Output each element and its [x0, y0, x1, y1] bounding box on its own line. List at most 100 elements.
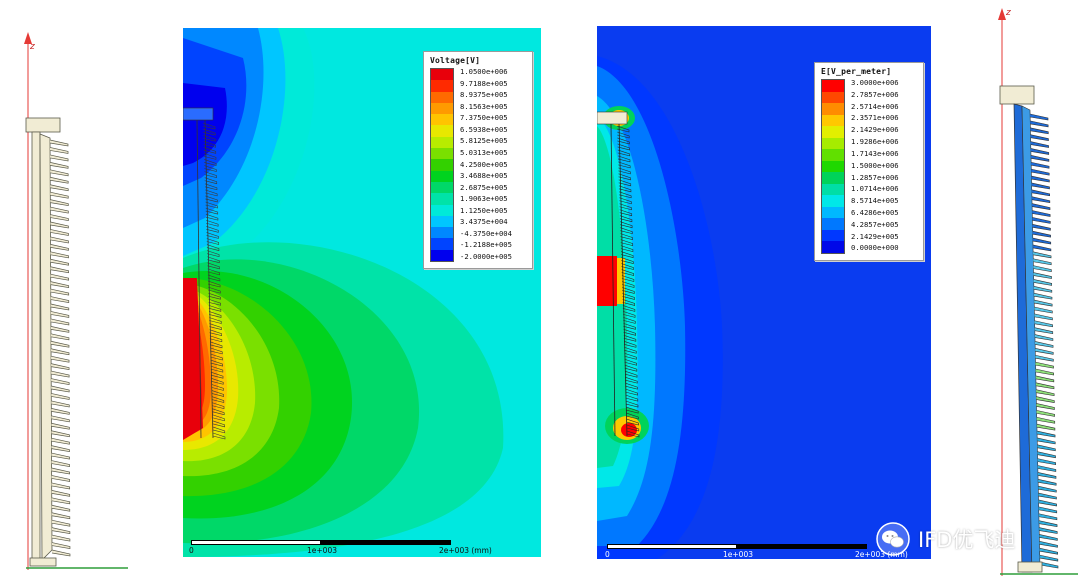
- legend-value: 2.7857e+006: [851, 89, 899, 99]
- legend-swatch: [431, 91, 453, 103]
- shed: [1031, 161, 1050, 169]
- shed: [212, 414, 225, 422]
- shed: [51, 542, 71, 549]
- shed: [617, 137, 630, 145]
- shed: [1035, 341, 1054, 348]
- scalebar-label-2: 2e+003 (mm): [855, 550, 908, 559]
- shed: [622, 311, 636, 318]
- shed: [50, 266, 69, 274]
- shed: [210, 365, 224, 373]
- legend-value: 3.4375e+004: [460, 217, 508, 227]
- shed: [50, 318, 70, 326]
- shed: [51, 490, 71, 497]
- legend-swatch: [822, 80, 844, 92]
- shed: [209, 341, 223, 349]
- shed: [617, 143, 630, 151]
- scalebar-label-1: 1e+003: [723, 550, 753, 559]
- legend-swatch: [431, 238, 453, 250]
- shed: [50, 206, 69, 214]
- shed: [624, 352, 637, 360]
- legend-swatch: [822, 218, 844, 230]
- shed: [624, 364, 638, 372]
- shed: [617, 155, 631, 163]
- shed: [210, 359, 223, 367]
- shed: [208, 286, 221, 294]
- shed: [1029, 113, 1049, 121]
- shed: [205, 207, 219, 215]
- shed: [621, 275, 635, 282]
- legend-value: -1.2188e+005: [460, 240, 512, 250]
- voltage-field-plot: Voltage[V] 1.0500e+006 9.7188e+005 8.9375e…: [183, 28, 541, 557]
- shed: [617, 149, 631, 157]
- right-insulator-surface-field: [998, 8, 1078, 576]
- shed: [212, 426, 226, 434]
- shed: [618, 179, 632, 187]
- efield-legend-swatches: [821, 79, 845, 254]
- shed: [618, 161, 631, 169]
- shed: [207, 250, 220, 258]
- shed: [1031, 175, 1050, 183]
- legend-swatch: [431, 170, 453, 182]
- shed: [1035, 382, 1055, 390]
- left-insulator-outline: [24, 32, 128, 570]
- shed: [621, 263, 634, 270]
- shed: [1031, 182, 1050, 190]
- shed: [1032, 223, 1051, 231]
- shed: [1030, 141, 1049, 148]
- shed: [209, 335, 223, 343]
- shed: [203, 134, 216, 142]
- shed: [204, 177, 218, 185]
- shed: [1039, 547, 1058, 555]
- efield-scalebar: 0 1e+003 2e+003 (mm): [605, 544, 908, 559]
- legend-value: 5.8125e+005: [460, 136, 508, 146]
- shed: [211, 378, 224, 385]
- legend-value: 7.3750e+005: [460, 113, 508, 123]
- shed: [210, 353, 223, 361]
- shed: [208, 280, 221, 288]
- legend-swatch: [822, 229, 844, 241]
- legend-swatch: [431, 204, 453, 216]
- shed: [1037, 465, 1057, 472]
- shed: [625, 394, 639, 402]
- z-axis-label: z: [30, 42, 35, 52]
- legend-swatch: [822, 149, 844, 161]
- shed: [1039, 561, 1059, 569]
- shed: [51, 422, 70, 430]
- legend-swatch: [822, 195, 844, 207]
- shed: [50, 251, 69, 259]
- legend-value: 2.1429e+006: [851, 125, 899, 135]
- shed: [50, 236, 69, 244]
- shed: [625, 376, 638, 384]
- efield-plot: E[V_per_meter] 3.0000e+006 2.7857e+006 2.5…: [597, 26, 931, 559]
- shed: [50, 311, 70, 318]
- legend-swatch: [822, 206, 844, 218]
- shed: [50, 229, 69, 236]
- shed: [625, 382, 638, 390]
- voltage-scalebar: 0 1e+003 2e+003 (mm): [189, 540, 492, 556]
- shed: [1032, 217, 1051, 224]
- shed: [203, 128, 216, 136]
- shed: [623, 335, 637, 342]
- shed: [205, 189, 218, 197]
- legend-swatch: [431, 159, 453, 171]
- shed: [210, 347, 223, 355]
- legend-value: 2.5714e+006: [851, 101, 899, 111]
- shed: [206, 219, 219, 227]
- shed: [51, 475, 70, 482]
- shed: [1031, 196, 1051, 204]
- shed: [209, 323, 222, 330]
- shed: [622, 293, 635, 300]
- shed: [51, 385, 70, 393]
- legend-value: -4.3750e+004: [460, 228, 512, 238]
- shed: [621, 269, 635, 276]
- shed: [51, 408, 70, 415]
- shed: [206, 232, 219, 239]
- shed: [1037, 458, 1056, 465]
- legend-value: 1.5000e+006: [851, 160, 899, 170]
- legend-swatch: [431, 80, 453, 92]
- shed: [50, 303, 70, 311]
- shed: [1033, 292, 1053, 300]
- legend-swatch: [822, 183, 844, 195]
- shed: [1033, 279, 1052, 286]
- shed: [1038, 485, 1057, 493]
